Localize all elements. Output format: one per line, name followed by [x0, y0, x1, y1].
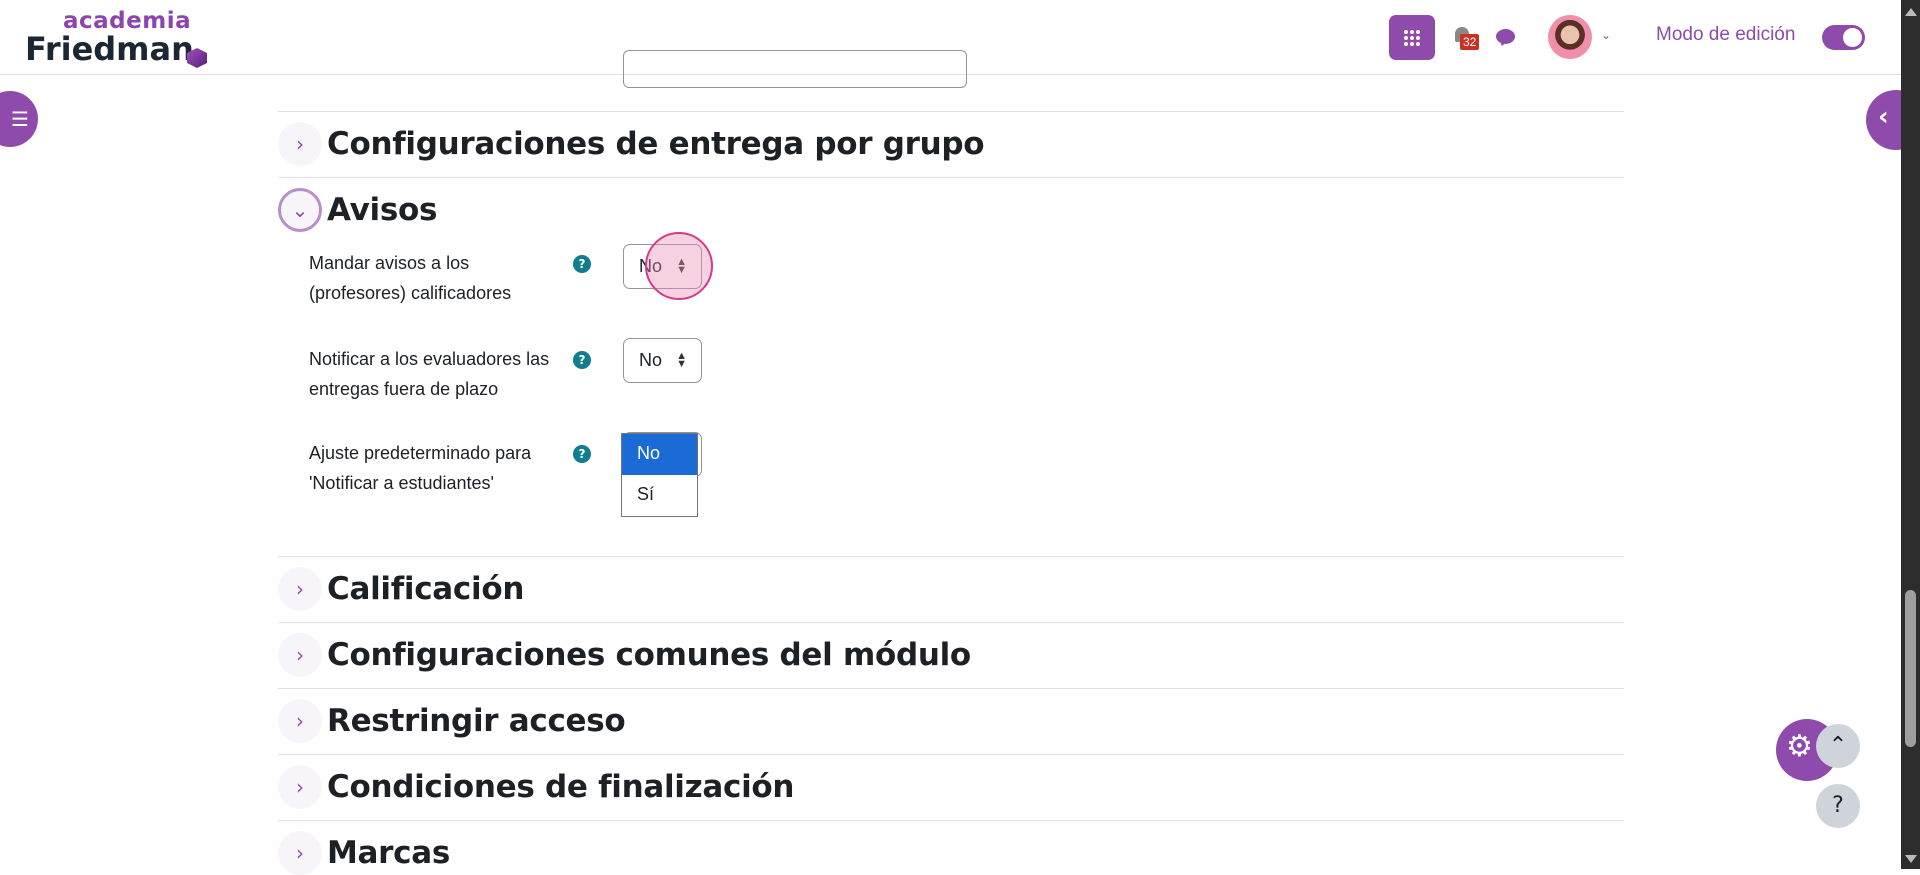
chevron-right-icon[interactable]: ›	[278, 831, 322, 875]
divider	[278, 622, 1624, 623]
option-si[interactable]: Sí	[637, 484, 655, 504]
chevron-left-icon: ‹	[1878, 102, 1889, 132]
chevron-right-icon[interactable]: ›	[278, 633, 322, 677]
section-title: Avisos	[327, 192, 438, 228]
edit-mode-toggle[interactable]	[1822, 25, 1865, 50]
section-tags[interactable]: › Marcas	[278, 831, 450, 875]
logo-academia: academia	[63, 8, 192, 34]
help-icon[interactable]: ?	[573, 351, 591, 369]
user-menu-chevron-down-icon[interactable]: ⌄	[1601, 28, 1612, 42]
list-icon: ☰	[11, 107, 29, 131]
divider	[278, 556, 1624, 557]
divider	[278, 820, 1624, 821]
previous-field-input[interactable]	[623, 50, 967, 88]
back-to-top-button[interactable]: ⌃	[1816, 724, 1860, 768]
question-icon: ?	[1832, 793, 1844, 818]
logo-hexagon-icon	[187, 48, 207, 68]
section-avisos[interactable]: ⌄ Avisos	[278, 188, 437, 232]
gear-icon: ⚙	[1786, 729, 1813, 764]
select-value: No	[639, 350, 663, 370]
divider	[278, 177, 1624, 178]
section-group-submission[interactable]: › Configuraciones de entrega por grupo	[278, 122, 985, 166]
section-calificacion[interactable]: › Calificación	[278, 567, 524, 611]
field-label-late-notifications: Notificar a los evaluadores las entregas…	[309, 349, 550, 399]
chevron-right-icon[interactable]: ›	[278, 567, 322, 611]
late-notifications-select[interactable]: No ▲ ▼	[623, 338, 702, 383]
notification-count-badge: 32	[1460, 34, 1480, 50]
chevron-right-icon[interactable]: ›	[278, 122, 322, 166]
divider	[278, 754, 1624, 755]
help-icon[interactable]: ?	[573, 255, 591, 273]
apps-menu-button[interactable]	[1389, 15, 1435, 60]
messages-chat-icon[interactable]	[1496, 29, 1515, 44]
user-avatar[interactable]	[1548, 15, 1592, 59]
logo-friedman: Friedman	[25, 30, 194, 68]
field-label-notify-students-default: Ajuste predeterminado para 'Notificar a …	[309, 443, 532, 493]
grid-icon	[1404, 29, 1420, 46]
section-title: Condiciones de finalización	[327, 769, 795, 805]
sort-arrows-icon: ▲ ▼	[676, 350, 687, 370]
chevron-down-icon[interactable]: ⌄	[278, 188, 322, 232]
click-indicator	[645, 232, 713, 300]
select-dropdown-list[interactable]: No Sí	[621, 433, 698, 517]
field-label-send-notifications: Mandar avisos a los (profesores) calific…	[309, 253, 512, 303]
section-title: Calificación	[327, 571, 525, 607]
section-common-module-settings[interactable]: › Configuraciones comunes del módulo	[278, 633, 971, 677]
section-title: Configuraciones comunes del módulo	[327, 637, 971, 673]
scroll-up-arrow-icon[interactable]	[1905, 8, 1917, 16]
section-completion-conditions[interactable]: › Condiciones de finalización	[278, 765, 794, 809]
scrollbar-thumb[interactable]	[1905, 590, 1916, 747]
section-title: Marcas	[327, 835, 451, 871]
scroll-down-arrow-icon[interactable]	[1905, 855, 1917, 863]
section-title: Restringir acceso	[327, 703, 626, 739]
help-button[interactable]: ?	[1816, 784, 1860, 828]
chevron-right-icon[interactable]: ›	[278, 699, 322, 743]
page-scrollbar[interactable]	[1901, 0, 1920, 869]
course-index-drawer-button[interactable]: ☰	[0, 91, 38, 147]
chevron-up-icon: ⌃	[1828, 733, 1848, 758]
section-restrict-access[interactable]: › Restringir acceso	[278, 699, 626, 743]
option-no[interactable]: No	[622, 434, 697, 475]
divider	[278, 111, 1624, 112]
divider	[278, 688, 1624, 689]
help-icon[interactable]: ?	[573, 445, 591, 463]
chevron-right-icon[interactable]: ›	[278, 765, 322, 809]
edit-mode-label: Modo de edición	[1656, 24, 1796, 45]
section-title: Configuraciones de entrega por grupo	[327, 126, 985, 162]
top-navbar: academia Friedman 32 ⌄ Modo de edición	[0, 0, 1901, 75]
